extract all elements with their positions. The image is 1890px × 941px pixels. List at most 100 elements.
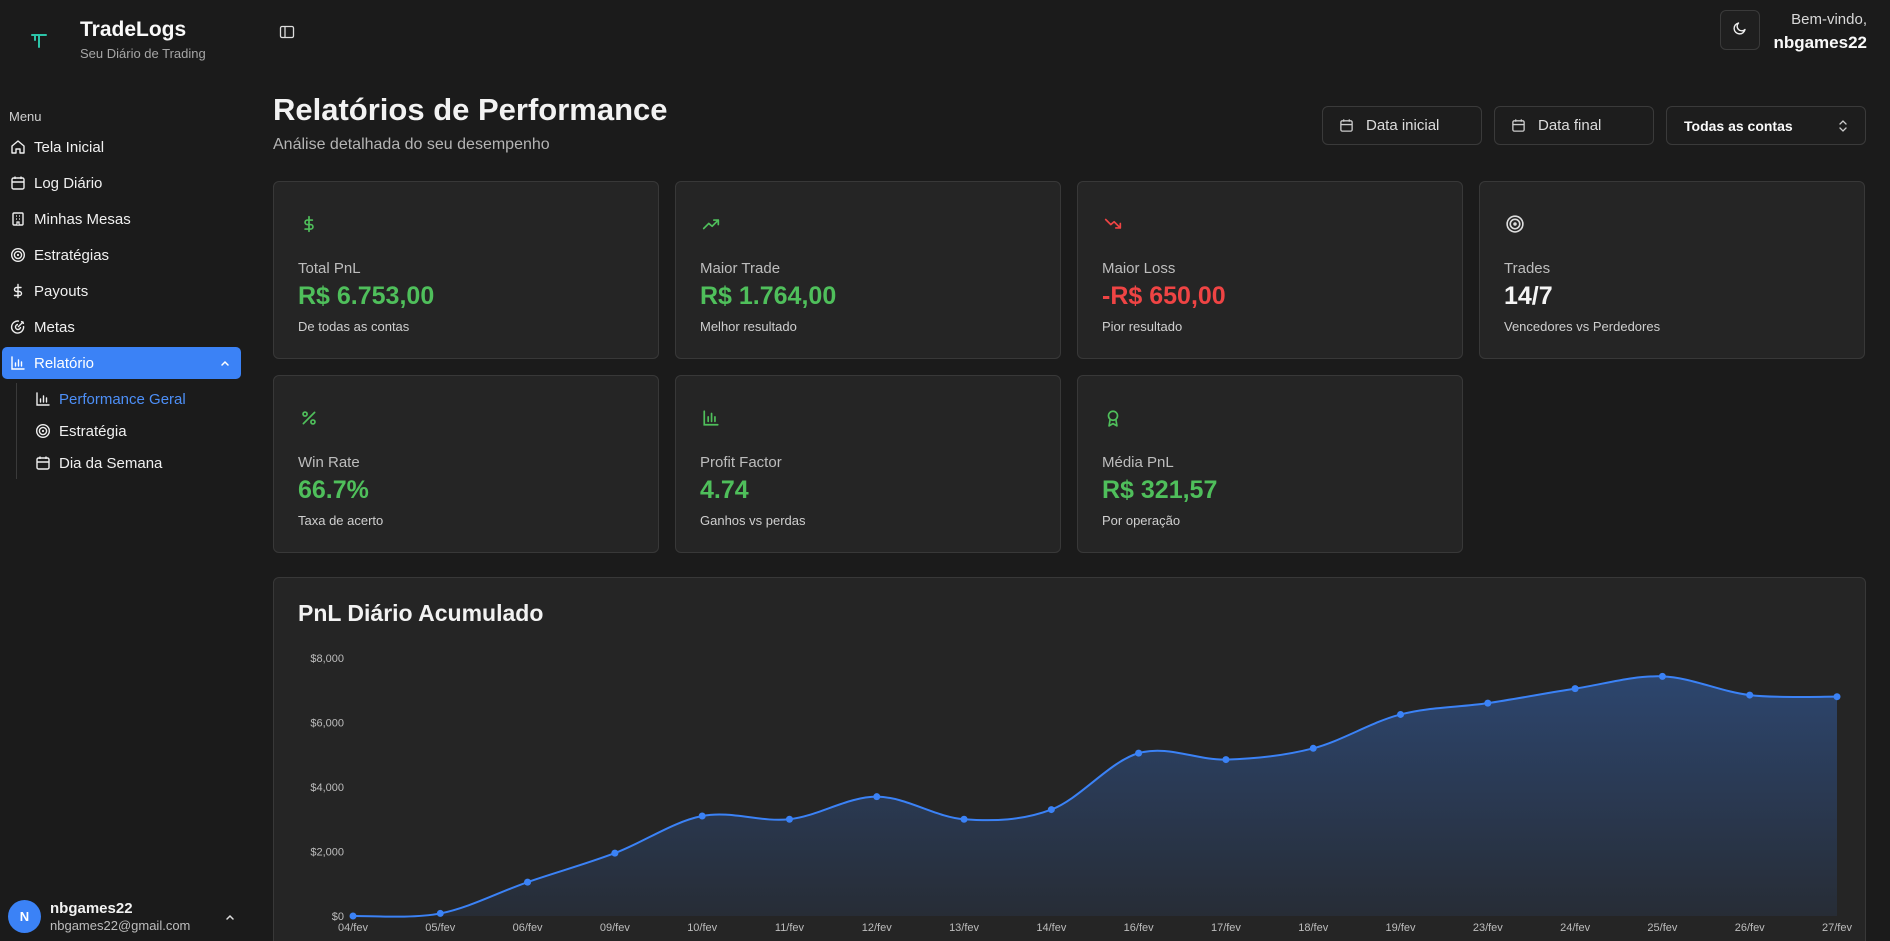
sidebar-item-estrategias[interactable]: Estratégias: [2, 239, 241, 271]
submenu-item-estrategia[interactable]: Estratégia: [35, 415, 241, 447]
account-select[interactable]: Todas as contas: [1666, 106, 1866, 145]
award-icon: [1102, 407, 1124, 429]
target-icon: [35, 423, 51, 439]
data-point[interactable]: [524, 878, 532, 886]
data-point[interactable]: [1309, 744, 1317, 752]
data-point[interactable]: [611, 849, 619, 857]
user-email: nbgames22@gmail.com: [50, 918, 191, 933]
sidebar-item-tela-inicial[interactable]: Tela Inicial: [2, 131, 241, 163]
bar-chart-icon: [10, 355, 26, 371]
bar-chart-icon: [35, 391, 51, 407]
stat-description: Melhor resultado: [700, 319, 797, 334]
sidebar-item-label: Log Diário: [34, 174, 103, 192]
sidebar-menu: Tela Inicial Log Diário Minhas Mesas Est…: [2, 131, 241, 479]
x-tick-label: 23/fev: [1473, 922, 1503, 934]
data-point[interactable]: [785, 815, 793, 823]
stat-value: R$ 1.764,00: [700, 282, 837, 310]
data-point[interactable]: [1571, 685, 1579, 693]
stat-card-profit-factor: Profit Factor 4.74 Ganhos vs perdas: [675, 375, 1061, 553]
x-tick-label: 19/fev: [1386, 922, 1416, 934]
start-date-picker[interactable]: Data inicial: [1322, 106, 1482, 145]
sidebar-item-label: Payouts: [34, 282, 89, 300]
sidebar-toggle-icon[interactable]: [276, 21, 298, 43]
data-point[interactable]: [436, 909, 444, 917]
y-tick-label: $4,000: [310, 782, 344, 794]
pnl-series-line: [352, 675, 1838, 918]
target-icon: [10, 247, 26, 263]
sidebar-item-payouts[interactable]: Payouts: [2, 275, 241, 307]
page-title: Relatórios de Performance: [273, 92, 668, 127]
chevron-up-icon[interactable]: [224, 911, 236, 923]
welcome-block: Bem-vindo, nbgames22: [1773, 11, 1867, 53]
y-tick-label: $8,000: [310, 653, 344, 665]
submenu-item-dia-da-semana[interactable]: Dia da Semana: [35, 447, 241, 479]
x-tick-label: 16/fev: [1124, 922, 1154, 934]
stat-description: Taxa de acerto: [298, 513, 384, 528]
y-tick-label: $2,000: [310, 847, 344, 859]
stat-label: Média PnL: [1102, 454, 1174, 471]
data-point[interactable]: [1047, 806, 1055, 814]
start-date-placeholder: Data inicial: [1366, 117, 1440, 134]
stat-label: Maior Trade: [700, 260, 781, 277]
sidebar-item-label: Metas: [34, 318, 75, 336]
stat-value: -R$ 650,00: [1102, 282, 1226, 310]
data-point[interactable]: [1833, 693, 1841, 701]
menu-label: Menu: [9, 109, 42, 124]
data-point[interactable]: [960, 815, 968, 823]
stat-card-media-pnl: Média PnL R$ 321,57 Por operação: [1077, 375, 1463, 553]
stat-label: Total PnL: [298, 260, 361, 277]
data-point[interactable]: [1658, 672, 1666, 680]
sidebar-item-metas[interactable]: Metas: [2, 311, 241, 343]
welcome-username: nbgames22: [1773, 33, 1867, 52]
data-point[interactable]: [349, 912, 357, 920]
data-point[interactable]: [1135, 749, 1143, 757]
pnl-area-fill: [353, 676, 1837, 917]
y-tick-label: $6,000: [310, 718, 344, 730]
x-tick-label: 09/fev: [600, 922, 630, 934]
end-date-placeholder: Data final: [1538, 117, 1602, 134]
submenu-item-performance-geral[interactable]: Performance Geral: [35, 383, 241, 415]
brand[interactable]: TradeLogs Seu Diário de Trading: [22, 18, 206, 61]
chevron-up-down-icon: [1837, 119, 1849, 133]
theme-toggle-button[interactable]: [1720, 10, 1760, 50]
sidebar-item-label: Minhas Mesas: [34, 210, 131, 228]
data-point[interactable]: [1397, 710, 1405, 718]
sidebar-item-relatorio[interactable]: Relatório: [2, 347, 241, 379]
data-point[interactable]: [873, 793, 881, 801]
trending-up-icon: [700, 213, 722, 235]
chevron-up-icon[interactable]: [219, 357, 231, 369]
data-point[interactable]: [1484, 699, 1492, 707]
account-select-value: Todas as contas: [1684, 117, 1793, 134]
data-point[interactable]: [1746, 691, 1754, 699]
calendar-icon: [35, 455, 51, 471]
stat-description: Ganhos vs perdas: [700, 513, 806, 528]
x-tick-label: 13/fev: [949, 922, 979, 934]
calendar-icon: [10, 175, 26, 191]
stat-card-win-rate: Win Rate 66.7% Taxa de acerto: [273, 375, 659, 553]
calendar-icon: [1339, 118, 1354, 133]
stat-description: Pior resultado: [1102, 319, 1183, 334]
stat-card-trades: Trades 14/7 Vencedores vs Perdedores: [1479, 181, 1865, 359]
stat-card-maior-loss: Maior Loss -R$ 650,00 Pior resultado: [1077, 181, 1463, 359]
user-menu[interactable]: N nbgames22 nbgames22@gmail.com: [8, 900, 236, 933]
x-tick-label: 25/fev: [1647, 922, 1677, 934]
sidebar-item-log-diario[interactable]: Log Diário: [2, 167, 241, 199]
page-subtitle: Análise detalhada do seu desempenho: [273, 136, 550, 153]
target-icon: [1504, 213, 1526, 235]
stat-card-total-pnl: Total PnL R$ 6.753,00 De todas as contas: [273, 181, 659, 359]
data-point[interactable]: [1222, 756, 1230, 764]
home-icon: [10, 139, 26, 155]
sidebar-item-label: Tela Inicial: [34, 138, 105, 156]
building-icon: [10, 211, 26, 227]
submenu-item-label: Performance Geral: [59, 390, 186, 408]
relatorio-submenu: Performance Geral Estratégia Dia da Sema…: [16, 383, 241, 479]
data-point[interactable]: [698, 812, 706, 820]
x-tick-label: 06/fev: [513, 922, 543, 934]
sidebar-item-minhas-mesas[interactable]: Minhas Mesas: [2, 203, 241, 235]
stat-value: R$ 321,57: [1102, 476, 1218, 504]
calendar-icon: [1511, 118, 1526, 133]
moon-icon: [1732, 20, 1748, 41]
submenu-item-label: Estratégia: [59, 422, 127, 440]
end-date-picker[interactable]: Data final: [1494, 106, 1654, 145]
stat-description: De todas as contas: [298, 319, 410, 334]
